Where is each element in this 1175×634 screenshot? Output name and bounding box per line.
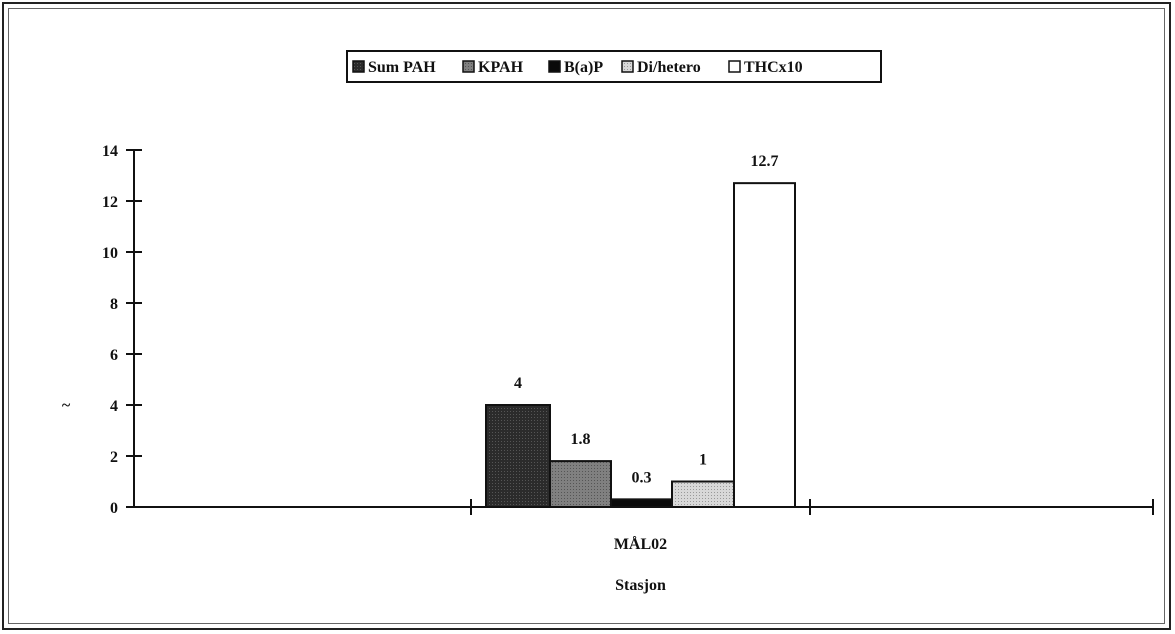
data-label: 1.8 bbox=[571, 431, 591, 448]
data-label: 1 bbox=[699, 452, 707, 469]
legend-entry: B(a)P bbox=[564, 59, 603, 76]
legend-entry: Sum PAH bbox=[368, 59, 436, 76]
chart-bars bbox=[485, 182, 796, 509]
y-tick-label: 14 bbox=[102, 143, 118, 160]
bar-di-hetero bbox=[671, 480, 735, 508]
y-tick-label: 6 bbox=[110, 347, 118, 364]
data-label: 4 bbox=[514, 375, 522, 392]
legend-entry: Di/hetero bbox=[637, 59, 701, 76]
legend-swatch bbox=[621, 60, 634, 73]
y-tick-label: 12 bbox=[102, 194, 118, 211]
x-axis-label: Stasjon bbox=[615, 577, 666, 594]
y-tick-label: 0 bbox=[110, 500, 118, 517]
bar-kpah bbox=[549, 460, 612, 509]
legend-box bbox=[346, 50, 882, 83]
data-label: 12.7 bbox=[751, 153, 779, 170]
legend-entry: THCx10 bbox=[744, 59, 803, 76]
bar-sum-pah bbox=[485, 404, 551, 508]
data-label: 0.3 bbox=[632, 469, 652, 486]
legend-swatch bbox=[462, 60, 475, 73]
y-tick-label: 8 bbox=[110, 296, 118, 313]
legend-swatch bbox=[548, 60, 561, 73]
legend-swatch bbox=[352, 60, 365, 73]
legend-entry: KPAH bbox=[478, 59, 524, 76]
chart-labels: 4 1.8 0.3 1 12.7 bbox=[514, 153, 779, 486]
y-axis-label: ~ bbox=[62, 397, 71, 414]
y-tick-label: 4 bbox=[110, 398, 118, 415]
x-category-label: MÅL02 bbox=[614, 535, 667, 553]
bar-thcx10 bbox=[733, 182, 796, 508]
chart-legend: Sum PAH KPAH B(a)P Di/hetero THCx10 bbox=[346, 50, 882, 83]
bar-b-a-p bbox=[610, 498, 673, 509]
y-tick-label: 10 bbox=[102, 245, 118, 262]
legend-swatch bbox=[728, 60, 741, 73]
y-tick-label: 2 bbox=[110, 449, 118, 466]
